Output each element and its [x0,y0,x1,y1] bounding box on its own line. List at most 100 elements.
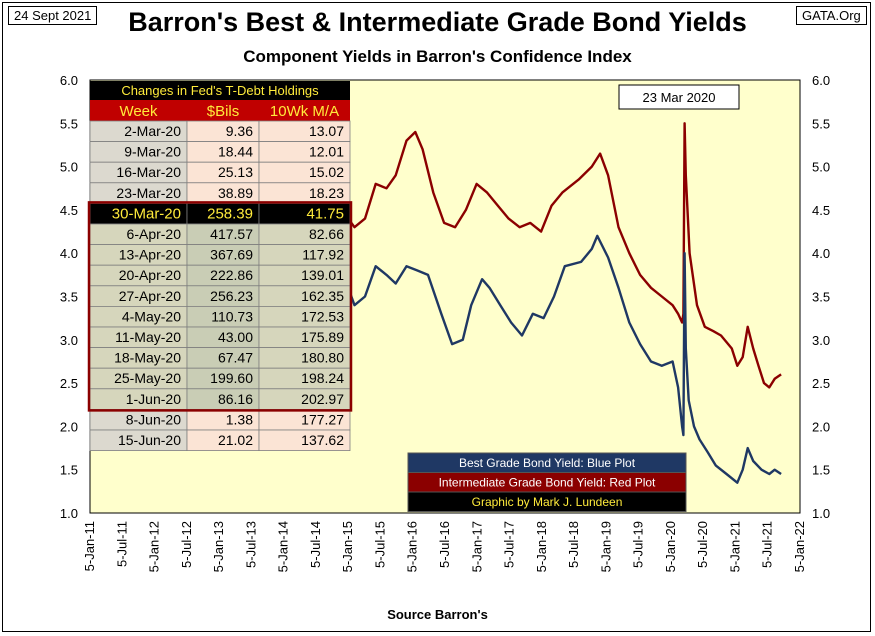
table-cell: 86.16 [218,391,253,407]
x-tick-label: 5-Jan-18 [534,521,549,572]
table-cell: 20-Apr-20 [119,267,181,283]
x-tick-label: 5-Jan-15 [340,521,355,572]
legend-entry: Graphic by Mark J. Lundeen [472,495,623,509]
intermediate-grade-line [347,122,782,389]
annotation-box [618,84,740,110]
table-cell: 23-Mar-20 [116,185,181,201]
table-cell: 199.60 [210,370,253,386]
table-cell: 38.89 [218,185,253,201]
table-cell: 175.89 [301,329,344,345]
x-tick-label: 5-Jan-12 [147,521,162,572]
x-tick-label: 5-Jan-14 [276,521,291,572]
table-cell: 198.24 [301,370,344,386]
table-cell: 162.35 [301,288,344,304]
y-tick-label-left: 3.5 [60,290,78,305]
table-cell: 15.02 [309,164,344,180]
table-cell: 6-Apr-20 [127,226,182,242]
table-cell-bg [258,429,351,452]
y-tick-label-right: 1.5 [812,463,830,478]
date-label: 24 Sept 2021 [8,6,98,25]
x-tick-label: 5-Jan-13 [211,521,226,572]
x-tick-label: 5-Jul-15 [372,521,387,568]
y-tick-label-left: 2.0 [60,419,78,434]
table-header-cell: 10Wk M/A [270,103,339,120]
table-cell: 177.27 [301,411,344,427]
x-tick-label: 5-Jan-11 [82,521,97,571]
x-tick-label: 5-Jul-12 [179,521,194,568]
table-cell: 13.07 [309,123,344,139]
fed-holdings-table: Changes in Fed's T-Debt Holdings Week $Bil… [87,81,353,452]
table-cell: 21.02 [218,432,253,448]
x-tick-label: 5-Jul-16 [437,521,452,568]
y-tick-label-right: 4.0 [812,246,830,261]
y-tick-label-right: 2.0 [812,419,830,434]
y-tick-label-left: 4.5 [60,203,78,218]
table-cell: 172.53 [301,308,344,324]
table-highlight-border [87,201,353,412]
x-tick-label: 5-Jan-17 [469,521,484,572]
x-tick-label: 5-Jul-17 [502,521,517,568]
table-cell: 15-Jun-20 [118,432,181,448]
source-label: Source Barron's [387,607,488,622]
table-title-bg [90,81,350,100]
y-tick-label-left: 2.5 [60,376,78,391]
legend-entry: Best Grade Bond Yield: Blue Plot [459,456,636,470]
x-tick-label: 5-Jan-19 [598,521,613,572]
y-tick-label-right: 3.0 [812,333,830,348]
table-header-cell: $Bils [207,103,240,120]
table-cell: 43.00 [218,329,253,345]
y-axis-right: 1.0 1.5 2.0 2.5 3.0 3.5 4.0 4.5 5.0 5.5 6.0 [812,73,830,521]
table-cell: 9-Mar-20 [124,144,181,160]
table-cell: 417.57 [210,226,253,242]
table-title: Changes in Fed's T-Debt Holdings [121,83,319,98]
legend-entry: Intermediate Grade Bond Yield: Red Plot [439,476,656,490]
site-label: GATA.Org [796,6,867,25]
table-cell: 180.80 [301,350,344,366]
legend-row-bg [407,491,687,512]
table-cell: 18.23 [309,185,344,201]
table-cell: 67.47 [218,350,253,366]
x-tick-label: 5-Jul-11 [114,521,129,567]
chart-title: Barron's Best & Intermediate Grade Bond … [128,7,747,37]
y-tick-label-left: 6.0 [60,73,78,88]
y-tick-label-left: 5.5 [60,116,78,131]
annotation-text: 23 Mar 2020 [643,90,716,105]
table-cell: 367.69 [210,247,253,263]
table-cell: 25-May-20 [114,370,181,386]
x-tick-label: 5-Jul-14 [308,521,323,568]
table-cell: 117.92 [302,247,344,263]
x-tick-label: 5-Jul-18 [566,521,581,568]
x-tick-label: 5-Jul-20 [695,521,710,568]
table-cell: 27-Apr-20 [119,288,181,304]
chart-subtitle: Component Yields in Barron's Confidence … [243,47,632,66]
table-cell: 18-May-20 [114,350,181,366]
table-cell: 11-May-20 [115,329,181,345]
table-cell: 41.75 [306,205,344,222]
table-cell: 18.44 [218,144,253,160]
table-cell: 222.86 [210,267,253,283]
date-annotation: 23 Mar 2020 [618,84,740,110]
table-cell: 139.01 [301,267,344,283]
x-tick-label: 5-Jan-20 [663,521,678,572]
x-tick-label: 5-Jan-21 [727,521,742,572]
table-cell: 137.62 [301,432,344,448]
table-cell: 25.13 [218,164,253,180]
y-tick-label-right: 6.0 [812,73,830,88]
table-header-bg [90,100,350,121]
y-tick-label-right: 5.5 [812,116,830,131]
table-cell: 8-Jun-20 [126,411,181,427]
table-cell: 12.01 [309,144,344,160]
table-cell: 202.97 [301,391,344,407]
y-tick-label-right: 2.5 [812,376,830,391]
y-tick-label-left: 3.0 [60,333,78,348]
table-cell: 1-Jun-20 [126,391,181,407]
y-tick-label-left: 1.5 [60,463,78,478]
x-tick-label: 5-Jul-21 [760,521,775,568]
x-tick-label: 5-Jul-19 [631,521,646,568]
table-cell: 256.23 [210,288,253,304]
table-cell: 2-Mar-20 [124,123,181,139]
y-tick-label-right: 4.5 [812,203,830,218]
table-cell: 258.39 [207,205,253,222]
